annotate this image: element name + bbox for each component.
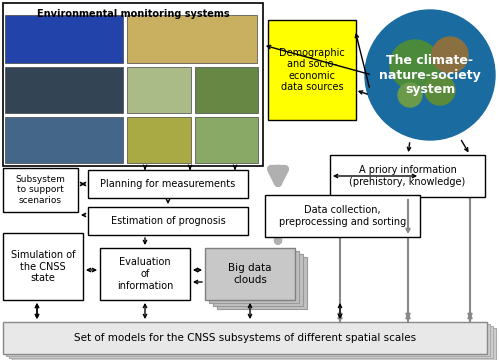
Circle shape: [398, 83, 422, 107]
Bar: [127, 117, 191, 163]
Text: Planning for measurements: Planning for measurements: [100, 179, 235, 189]
Circle shape: [425, 75, 455, 105]
Bar: [12, 328, 496, 360]
Bar: [265, 195, 420, 237]
Circle shape: [365, 10, 495, 140]
Text: Subsystem
to support
scenarios: Subsystem to support scenarios: [16, 175, 66, 205]
Bar: [217, 257, 307, 309]
Bar: [6, 324, 490, 356]
Bar: [205, 248, 295, 300]
Bar: [209, 251, 299, 303]
Bar: [127, 67, 191, 113]
Text: Big data
clouds: Big data clouds: [228, 263, 272, 285]
Bar: [9, 326, 493, 358]
Bar: [88, 207, 248, 235]
Bar: [3, 322, 487, 354]
Bar: [88, 170, 248, 198]
Text: Evaluation
of
information: Evaluation of information: [117, 257, 173, 291]
Text: Estimation of prognosis: Estimation of prognosis: [110, 216, 226, 226]
Bar: [5, 117, 123, 163]
Text: Environmental monitoring systems: Environmental monitoring systems: [36, 9, 230, 19]
Bar: [330, 155, 485, 197]
Text: The climate-
nature-society
system: The climate- nature-society system: [379, 54, 481, 96]
Bar: [3, 168, 78, 212]
Bar: [195, 117, 258, 163]
Text: Set of models for the CNSS subsystems of different spatial scales: Set of models for the CNSS subsystems of…: [74, 333, 416, 343]
Bar: [5, 15, 123, 63]
Bar: [100, 248, 190, 300]
Bar: [3, 3, 263, 166]
Bar: [268, 20, 356, 120]
Text: Demographic
and socio-
economic
data sources: Demographic and socio- economic data sou…: [279, 48, 345, 93]
Text: Simulation of
the CNSS
state: Simulation of the CNSS state: [11, 250, 75, 283]
Bar: [5, 67, 123, 113]
Circle shape: [432, 37, 468, 73]
Bar: [213, 254, 303, 306]
Text: Data collection,
preprocessing and sorting: Data collection, preprocessing and sorti…: [279, 205, 406, 227]
Bar: [127, 15, 257, 63]
Bar: [195, 67, 258, 113]
Text: A priory information
(prehistory, knowledge): A priory information (prehistory, knowle…: [350, 165, 466, 187]
Circle shape: [390, 40, 440, 90]
Bar: [3, 233, 83, 300]
